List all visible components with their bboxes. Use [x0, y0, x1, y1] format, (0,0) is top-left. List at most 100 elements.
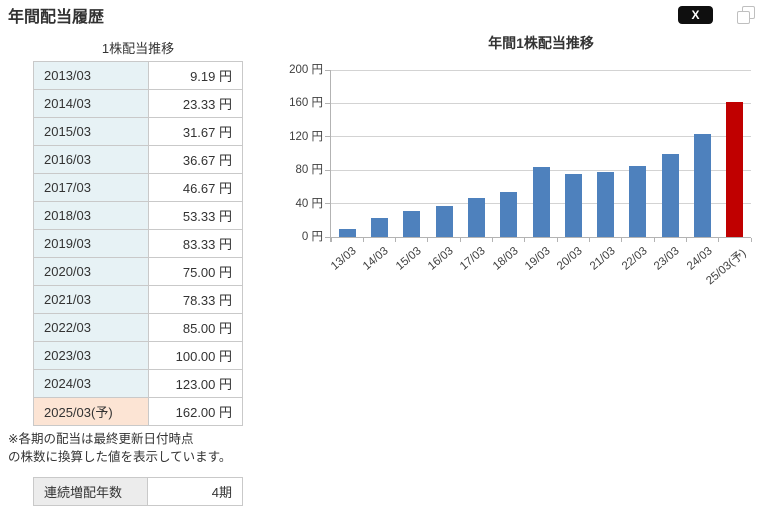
value-cell: 85.00 円	[147, 313, 244, 342]
table-row: 2018/03 53.33 円	[33, 201, 244, 230]
x-axis-tick	[492, 238, 494, 242]
y-axis-tick	[325, 136, 330, 138]
footnote: ※各期の配当は最終更新日付時点 の株数に換算した値を表示しています。	[8, 430, 231, 466]
streak-value: 4期	[147, 477, 243, 506]
period-cell: 2020/03	[33, 257, 149, 286]
bar	[403, 210, 421, 237]
y-axis-line	[330, 70, 331, 242]
x-axis-tick	[395, 238, 397, 242]
footnote-line1: ※各期の配当は最終更新日付時点	[8, 432, 194, 446]
period-cell: 2014/03	[33, 89, 149, 118]
y-axis-label: 200 円	[289, 64, 323, 76]
page-title: 年間配当履歴	[8, 9, 105, 26]
period-cell: 2013/03	[33, 61, 149, 90]
period-cell: 2017/03	[33, 173, 149, 202]
period-cell: 2018/03	[33, 201, 149, 230]
x-logo-icon: X	[691, 8, 700, 22]
table-row: 2024/03 123.00 円	[33, 369, 244, 398]
table-row: 2014/03 23.33 円	[33, 89, 244, 118]
y-axis-label: 40 円	[295, 197, 324, 210]
bar	[597, 171, 615, 237]
value-cell: 9.19 円	[147, 61, 244, 90]
period-cell: 2015/03	[33, 117, 149, 146]
period-cell: 2021/03	[33, 285, 149, 314]
bar	[435, 206, 453, 237]
period-cell: 2023/03	[33, 341, 149, 370]
bar	[500, 192, 518, 237]
bar	[532, 167, 550, 237]
copy-button[interactable]	[737, 6, 756, 25]
dividend-table-body: 2013/03 9.19 円 2014/03 23.33 円 2015/03 31.67 …	[33, 61, 244, 426]
y-axis-tick	[325, 203, 330, 205]
x-axis-line	[331, 237, 751, 238]
x-axis-tick	[427, 238, 429, 242]
gridline	[331, 69, 751, 71]
period-cell: 2025/03(予)	[33, 397, 149, 426]
bar	[338, 229, 356, 237]
bar	[694, 134, 712, 237]
x-axis-tick	[330, 238, 332, 242]
value-cell: 23.33 円	[147, 89, 244, 118]
table-row: 2021/03 78.33 円	[33, 285, 244, 314]
x-axis-tick	[459, 238, 461, 242]
streak-table: 連続増配年数 4期	[32, 477, 243, 506]
chart-plot-area: 0 円 40 円 80 円 120 円 160 円 200 円 13/03 14/03 15/0…	[289, 64, 752, 287]
y-axis-label: 80 円	[295, 164, 324, 177]
bar	[661, 153, 679, 237]
table-row: 2025/03(予) 162.00 円	[33, 397, 244, 426]
period-cell: 2022/03	[33, 313, 149, 342]
table-row: 連続増配年数 4期	[32, 477, 243, 506]
table-row: 2015/03 31.67 円	[33, 117, 244, 146]
x-axis-tick	[621, 238, 623, 242]
period-cell: 2024/03	[33, 369, 149, 398]
value-cell: 36.67 円	[147, 145, 244, 174]
value-cell: 78.33 円	[147, 285, 244, 314]
chart-title: 年間1株配当推移	[488, 35, 594, 51]
gridline	[331, 102, 751, 104]
bar	[467, 198, 485, 237]
streak-label: 連続増配年数	[32, 477, 149, 506]
bar-forecast	[726, 101, 744, 237]
y-axis-label: 120 円	[289, 130, 323, 143]
bar	[370, 217, 388, 237]
period-cell: 2016/03	[33, 145, 149, 174]
bar	[564, 174, 582, 237]
value-cell: 162.00 円	[147, 397, 244, 426]
bar	[629, 166, 647, 237]
table-row: 2023/03 100.00 円	[33, 341, 244, 370]
table-row: 2020/03 75.00 円	[33, 257, 244, 286]
y-axis-tick	[325, 236, 330, 238]
value-cell: 46.67 円	[147, 173, 244, 202]
gridline	[331, 136, 751, 138]
x-axis-tick	[653, 238, 655, 242]
y-axis-tick	[325, 169, 330, 171]
value-cell: 53.33 円	[147, 201, 244, 230]
table-row: 2022/03 85.00 円	[33, 313, 244, 342]
value-cell: 100.00 円	[147, 341, 244, 370]
table-row: 2019/03 83.33 円	[33, 229, 244, 258]
copy-icon	[737, 11, 750, 24]
value-cell: 123.00 円	[147, 369, 244, 398]
x-axis-tick	[685, 238, 687, 242]
x-share-button[interactable]: X	[678, 6, 713, 24]
y-axis-tick	[325, 69, 330, 71]
value-cell: 83.33 円	[147, 229, 244, 258]
y-axis-label: 160 円	[289, 97, 323, 110]
dividend-chart: 年間1株配当推移 0 円 40 円 80 円 120 円 160 円 200 円 13/03…	[268, 33, 763, 303]
y-axis-label: 0 円	[301, 231, 323, 243]
value-cell: 31.67 円	[147, 117, 244, 146]
x-axis-tick	[362, 238, 364, 242]
table-caption: 1株配当推移	[101, 41, 175, 56]
table-row: 2013/03 9.19 円	[33, 61, 244, 90]
x-axis-tick	[750, 238, 752, 242]
x-axis-tick	[718, 238, 720, 242]
y-axis-tick	[325, 102, 330, 104]
period-cell: 2019/03	[33, 229, 149, 258]
x-axis-tick	[524, 238, 526, 242]
table-row: 2016/03 36.67 円	[33, 145, 244, 174]
x-axis-tick	[556, 238, 558, 242]
value-cell: 75.00 円	[147, 257, 244, 286]
x-axis-tick	[588, 238, 590, 242]
footnote-line2: の株数に換算した値を表示しています。	[8, 450, 232, 464]
dividend-table: 2013/03 9.19 円 2014/03 23.33 円 2015/03 31.67 …	[33, 61, 244, 426]
